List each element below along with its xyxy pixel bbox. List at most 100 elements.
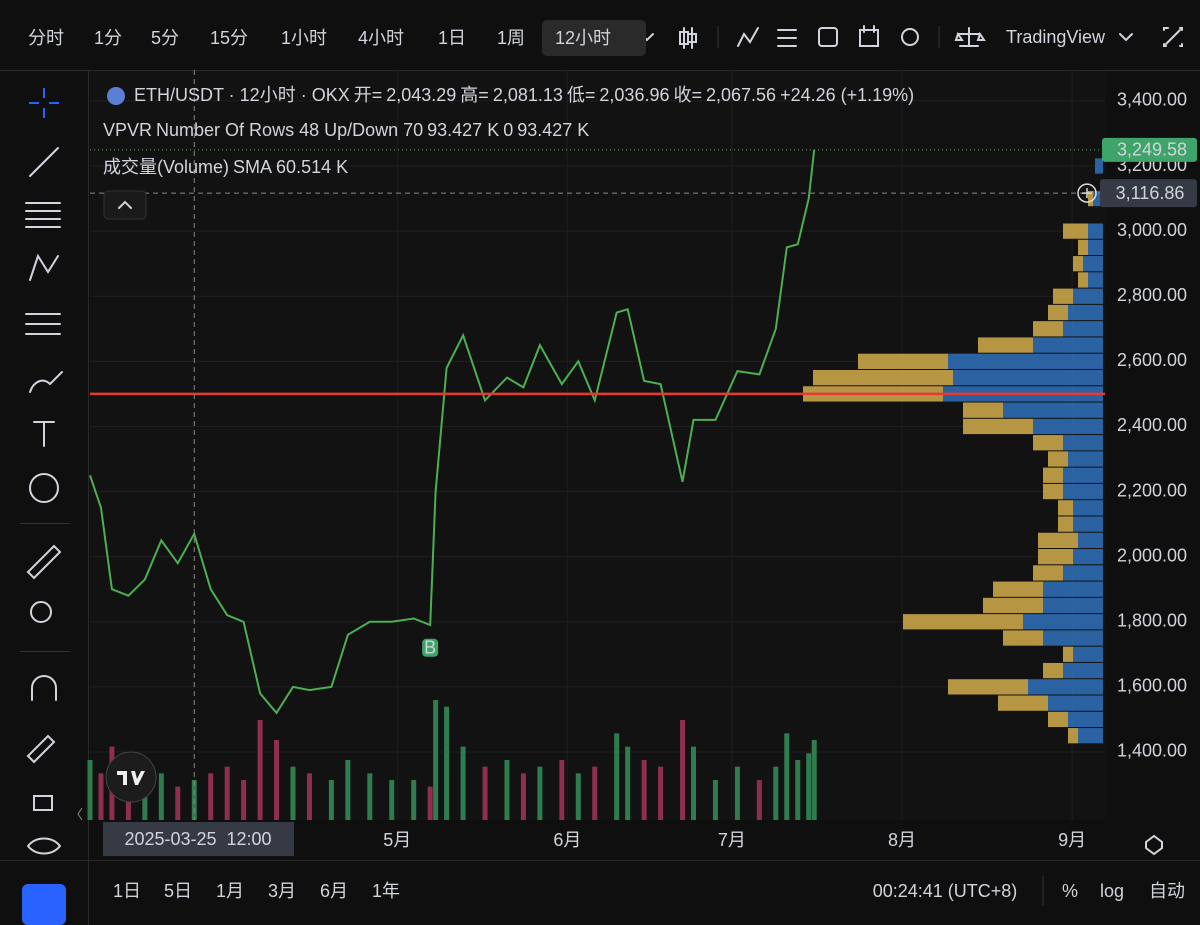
measure-tool[interactable] xyxy=(26,544,62,580)
compare[interactable] xyxy=(954,27,986,47)
pattern-tool[interactable] xyxy=(29,253,59,281)
volume-bar xyxy=(734,766,740,820)
forecast-tool[interactable] xyxy=(25,313,61,335)
interval-button[interactable]: 1小时 xyxy=(281,28,327,48)
settings[interactable] xyxy=(901,28,919,46)
alert[interactable] xyxy=(818,27,838,47)
interval-button[interactable]: 1周 xyxy=(497,28,525,48)
vpvr-up-bar xyxy=(1093,190,1103,207)
vpvr-up-bar xyxy=(1073,549,1103,565)
lock-tool[interactable] xyxy=(33,795,53,811)
vpvr-down-bar xyxy=(1058,500,1073,516)
vpvr-down-bar xyxy=(1003,630,1043,646)
vpvr-total: 93.427 K xyxy=(517,120,589,140)
vpvr-down-bar xyxy=(813,369,953,386)
collapse-icon xyxy=(118,200,132,209)
volume-bar xyxy=(411,780,417,820)
vpvr-down-bar xyxy=(978,337,1033,353)
vpvr-down-bar xyxy=(983,597,1043,614)
text-tool[interactable] xyxy=(33,421,55,447)
add-alert-button[interactable] xyxy=(1077,183,1097,203)
buy-marker xyxy=(422,638,439,657)
crosshair-time-tag xyxy=(103,822,294,856)
range-button[interactable]: 6月 xyxy=(320,881,348,901)
vpvr-down-bar xyxy=(1078,272,1088,288)
log-toggle[interactable]: log xyxy=(1100,881,1124,901)
interval-button[interactable]: 1日 xyxy=(438,28,466,48)
axis-settings[interactable] xyxy=(1145,834,1163,856)
volume-bar xyxy=(575,773,581,820)
range-button[interactable]: 1年 xyxy=(372,881,400,901)
visibility-tool[interactable] xyxy=(27,837,62,855)
interval-button[interactable]: 15分 xyxy=(210,28,248,48)
volume-bar xyxy=(328,780,334,820)
brand-menu[interactable] xyxy=(1119,33,1133,42)
collapse-legend[interactable] xyxy=(103,190,147,220)
percent-toggle[interactable]: % xyxy=(1062,881,1078,901)
emoji-tool[interactable] xyxy=(29,473,59,503)
ohlc-value: 2,067.56 xyxy=(706,85,776,105)
range-button[interactable]: 1日 xyxy=(113,881,141,901)
vpvr-up-bar xyxy=(1068,711,1103,728)
vpvr-up-bar xyxy=(1043,630,1103,646)
interval-button[interactable]: 12小时 xyxy=(555,28,611,48)
vpvr-up-bar xyxy=(1073,516,1103,532)
volume-bar xyxy=(158,773,164,820)
auto-toggle[interactable]: 自动 xyxy=(1149,881,1185,901)
vpvr-down-bar xyxy=(858,353,948,369)
trend-line-tool[interactable] xyxy=(29,147,59,177)
volume-bar xyxy=(559,760,565,820)
ohlc-label: 开= xyxy=(354,85,383,105)
ohlc-value: 2,081.13 xyxy=(493,85,563,105)
crosshair-time-label: 2025-03-25 12:00 xyxy=(124,829,271,849)
vpvr-down-bar xyxy=(1073,256,1083,272)
tv-logo[interactable] xyxy=(105,751,157,803)
volume-bar xyxy=(433,700,439,820)
vpvr-up-bar xyxy=(1043,581,1103,597)
vpvr-down-bar xyxy=(1033,321,1063,337)
vpvr-down-bar xyxy=(1053,288,1073,304)
vpvr-down-bar xyxy=(903,614,1023,630)
brush-tool[interactable] xyxy=(29,371,63,393)
vpvr-down-bar xyxy=(1048,711,1068,728)
range-button[interactable]: 3月 xyxy=(268,881,296,901)
link-tool[interactable] xyxy=(22,884,66,925)
vpvr-down-bar xyxy=(963,402,1003,418)
y-tick-label: 3,000.00 xyxy=(1117,220,1187,240)
vpvr-up-bar xyxy=(953,369,1103,386)
x-tick-label: 8月 xyxy=(888,830,916,850)
volume-bar xyxy=(389,780,395,820)
interval-button[interactable]: 分时 xyxy=(28,28,64,48)
volume-bar xyxy=(367,773,373,820)
ohlc-label: 低= xyxy=(567,85,596,105)
vpvr-up-bar xyxy=(1028,679,1103,695)
indicators[interactable] xyxy=(737,27,759,47)
crosshair-tool[interactable] xyxy=(29,88,59,118)
collapse-arrow[interactable] xyxy=(77,807,83,821)
y-tick-label: 2,600.00 xyxy=(1117,350,1187,370)
range-button[interactable]: 5日 xyxy=(164,881,192,901)
volume-bar xyxy=(427,786,433,820)
volume-bar xyxy=(257,720,263,820)
y-tick-label: 2,400.00 xyxy=(1117,415,1187,435)
interval-button[interactable]: 1分 xyxy=(94,28,122,48)
fib-tool[interactable] xyxy=(25,202,61,228)
range-button[interactable]: 1月 xyxy=(216,881,244,901)
magnet-tool[interactable] xyxy=(31,675,57,701)
vpvr-down-bar xyxy=(1068,728,1078,744)
volume-bar xyxy=(208,773,214,820)
brand-label[interactable]: TradingView xyxy=(1006,27,1106,47)
fullscreen[interactable] xyxy=(1163,27,1183,47)
vpvr-down-bar xyxy=(1063,223,1088,239)
interval-button[interactable]: 5分 xyxy=(151,28,179,48)
volume-bar xyxy=(345,760,351,820)
vpvr-up-bar xyxy=(1003,402,1103,418)
templates[interactable] xyxy=(777,29,797,47)
replay[interactable] xyxy=(859,25,879,47)
volume-bar xyxy=(795,760,801,820)
vpvr-down-bar xyxy=(1088,190,1093,207)
chart-type[interactable] xyxy=(679,27,697,49)
interval-button[interactable]: 4小时 xyxy=(358,28,404,48)
lock-draw-tool[interactable] xyxy=(26,734,56,764)
zoom-tool[interactable] xyxy=(30,601,52,623)
